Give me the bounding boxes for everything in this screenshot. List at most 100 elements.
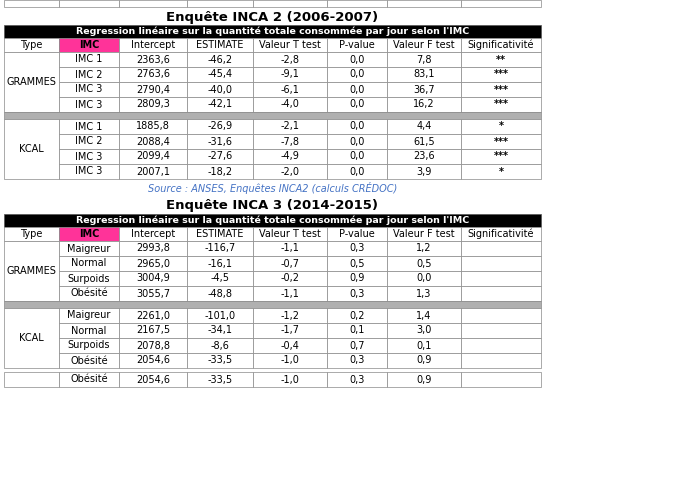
- Bar: [4, 227, 59, 241]
- Text: Normal: Normal: [71, 325, 107, 336]
- Text: Valeur F test: Valeur F test: [393, 40, 455, 50]
- Text: 0,1: 0,1: [416, 340, 432, 350]
- Bar: [461, 164, 541, 179]
- Bar: [187, 256, 253, 271]
- Bar: [4, 119, 59, 179]
- Bar: [253, 241, 327, 256]
- Bar: [187, 82, 253, 97]
- Bar: [59, 149, 119, 164]
- Text: IMC 3: IMC 3: [75, 84, 103, 95]
- Bar: [187, 67, 253, 82]
- Text: -27,6: -27,6: [208, 152, 233, 161]
- Text: -1,0: -1,0: [281, 356, 299, 365]
- Text: ***: ***: [493, 136, 508, 146]
- Bar: [327, 52, 387, 67]
- Text: -1,1: -1,1: [281, 288, 299, 299]
- Text: 36,7: 36,7: [413, 84, 435, 95]
- Text: -4,5: -4,5: [210, 274, 229, 284]
- Text: Obésité: Obésité: [70, 288, 107, 299]
- Text: -1,1: -1,1: [281, 243, 299, 253]
- Text: 2809,3: 2809,3: [136, 99, 170, 109]
- Text: -1,7: -1,7: [281, 325, 299, 336]
- Bar: [387, 308, 461, 323]
- Bar: [119, 286, 187, 301]
- Bar: [59, 323, 119, 338]
- Text: ***: ***: [493, 70, 508, 80]
- Bar: [327, 97, 387, 112]
- Bar: [461, 323, 541, 338]
- Text: 3,9: 3,9: [416, 167, 432, 177]
- Text: 2763,6: 2763,6: [136, 70, 170, 80]
- Text: 2088,4: 2088,4: [136, 136, 170, 146]
- Bar: [387, 67, 461, 82]
- Bar: [4, 301, 541, 308]
- Text: Obésité: Obésité: [70, 374, 107, 384]
- Bar: [187, 338, 253, 353]
- Bar: [461, 134, 541, 149]
- Text: *: *: [498, 167, 504, 177]
- Bar: [387, 271, 461, 286]
- Bar: [387, 0, 461, 7]
- Bar: [253, 271, 327, 286]
- Bar: [327, 308, 387, 323]
- Text: 0,3: 0,3: [349, 356, 364, 365]
- Text: 2965,0: 2965,0: [136, 259, 170, 268]
- Bar: [59, 52, 119, 67]
- Text: 0,1: 0,1: [349, 325, 364, 336]
- Bar: [253, 38, 327, 52]
- Bar: [461, 0, 541, 7]
- Text: -0,7: -0,7: [281, 259, 299, 268]
- Bar: [119, 119, 187, 134]
- Bar: [253, 227, 327, 241]
- Text: 2054,6: 2054,6: [136, 356, 170, 365]
- Bar: [253, 67, 327, 82]
- Bar: [4, 38, 59, 52]
- Bar: [327, 286, 387, 301]
- Bar: [187, 353, 253, 368]
- Bar: [59, 38, 119, 52]
- Bar: [387, 338, 461, 353]
- Bar: [187, 308, 253, 323]
- Text: -9,1: -9,1: [281, 70, 299, 80]
- Bar: [187, 52, 253, 67]
- Bar: [253, 82, 327, 97]
- Bar: [187, 119, 253, 134]
- Text: 0,3: 0,3: [349, 374, 364, 384]
- Text: 4,4: 4,4: [416, 121, 432, 132]
- Text: Valeur T test: Valeur T test: [259, 40, 321, 50]
- Text: *: *: [498, 121, 504, 132]
- Bar: [461, 67, 541, 82]
- Text: -4,9: -4,9: [281, 152, 299, 161]
- Text: 0,0: 0,0: [349, 152, 364, 161]
- Text: Enquête INCA 3 (2014-2015): Enquête INCA 3 (2014-2015): [166, 200, 379, 213]
- Text: 1,2: 1,2: [416, 243, 432, 253]
- Bar: [327, 338, 387, 353]
- Text: -0,4: -0,4: [281, 340, 299, 350]
- Bar: [387, 286, 461, 301]
- Bar: [119, 67, 187, 82]
- Bar: [461, 286, 541, 301]
- Text: 1,4: 1,4: [416, 311, 432, 321]
- Text: -7,8: -7,8: [281, 136, 299, 146]
- Text: 0,2: 0,2: [349, 311, 365, 321]
- Bar: [387, 256, 461, 271]
- Bar: [461, 308, 541, 323]
- Text: -116,7: -116,7: [204, 243, 236, 253]
- Bar: [119, 164, 187, 179]
- Text: KCAL: KCAL: [19, 333, 44, 343]
- Bar: [387, 97, 461, 112]
- Text: IMC 2: IMC 2: [75, 136, 103, 146]
- Text: 23,6: 23,6: [413, 152, 435, 161]
- Text: IMC 3: IMC 3: [75, 152, 103, 161]
- Text: IMC 3: IMC 3: [75, 167, 103, 177]
- Bar: [119, 82, 187, 97]
- Text: Surpoids: Surpoids: [68, 274, 110, 284]
- Bar: [327, 241, 387, 256]
- Text: 83,1: 83,1: [413, 70, 435, 80]
- Text: KCAL: KCAL: [19, 144, 44, 154]
- Text: -46,2: -46,2: [208, 55, 233, 64]
- Bar: [119, 149, 187, 164]
- Text: ***: ***: [493, 152, 508, 161]
- Text: -0,2: -0,2: [281, 274, 299, 284]
- Bar: [387, 227, 461, 241]
